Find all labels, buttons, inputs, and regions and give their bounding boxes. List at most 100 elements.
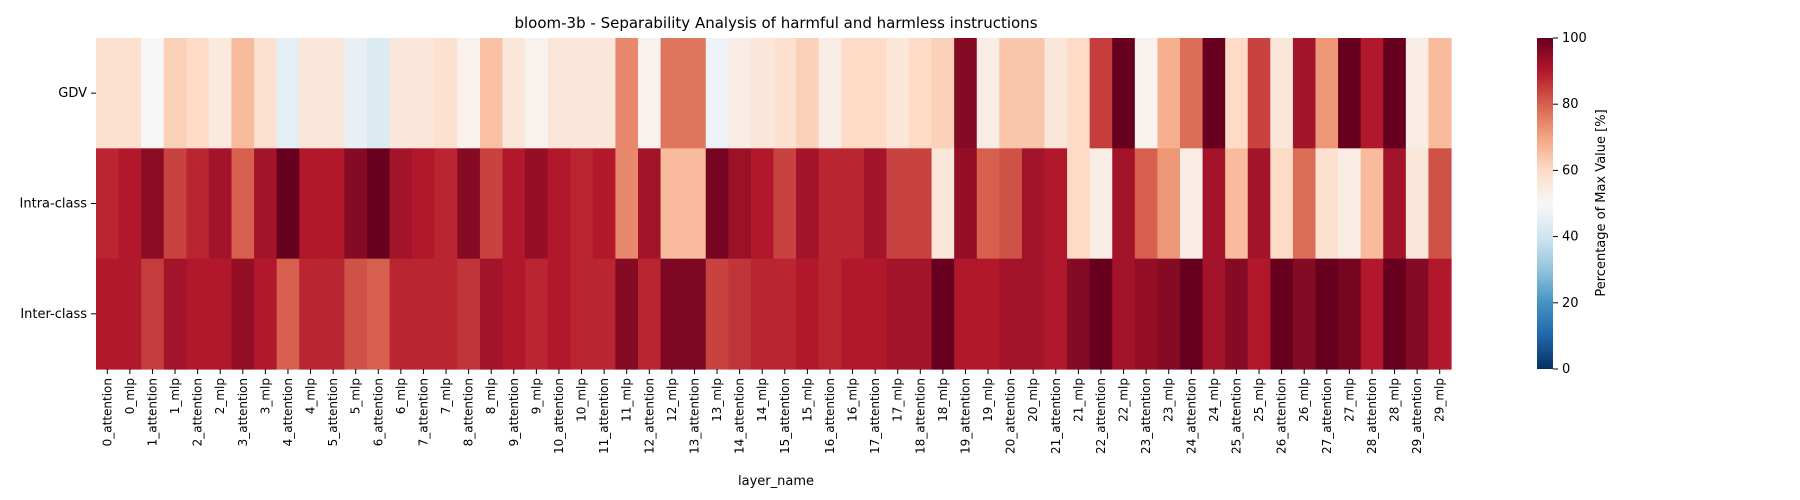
column-label: 12_attention [642,378,656,454]
colorbar-tick-label: 60 [1562,163,1579,178]
heatmap-cell [999,38,1023,149]
x-axis-label: layer_name [738,474,814,489]
heatmap-cell [525,38,549,149]
heatmap-cell [1089,148,1113,260]
heatmap-cell [208,258,233,370]
heatmap-cell [344,38,368,149]
heatmap-cell [1225,258,1249,370]
column-label: 6_mlp [394,378,408,414]
heatmap-cell [96,38,120,149]
heatmap-cell [976,38,1000,149]
heatmap-cell [1338,38,1362,149]
heatmap-cell [1315,38,1339,149]
heatmap-cell [976,148,1000,260]
column-label: 14_attention [733,378,747,454]
column-label: 19_attention [958,378,972,454]
heatmap-cell [954,148,978,260]
heatmap-cell [1270,38,1294,149]
column-label: 25_mlp [1252,378,1266,422]
heatmap-cell [434,148,458,260]
column-label: 29_attention [1410,378,1424,454]
column-label: 20_mlp [1026,378,1040,422]
heatmap-cell [954,38,978,149]
column-label: 16_mlp [846,378,860,422]
heatmap-cell [547,258,571,370]
column-label: 28_attention [1365,378,1379,454]
column-label: 4_attention [281,378,295,446]
column-label: 21_mlp [1071,378,1085,422]
heatmap-cell [1180,148,1204,260]
heatmap-cell [750,38,775,149]
heatmap-cell [638,258,662,370]
heatmap-cell [118,148,142,260]
heatmap-cell [231,148,255,260]
heatmap-cell [1292,258,1317,370]
column-label: 0_attention [100,378,114,446]
column-label: 11_attention [597,378,611,454]
heatmap-cell [479,38,504,149]
heatmap-cell [1292,148,1317,260]
heatmap-cell [1247,38,1271,149]
column-label: 22_mlp [1117,378,1131,422]
heatmap-cell [208,148,233,260]
colorbar-tick-label: 40 [1562,230,1579,245]
heatmap-cell [208,38,233,149]
heatmap-cell [818,258,842,370]
heatmap-cell [1180,38,1204,149]
heatmap-cell [999,148,1023,260]
heatmap-cell [728,38,752,149]
heatmap-cell [705,38,729,149]
heatmap-cell [321,258,346,370]
heatmap-cell [1383,148,1407,260]
heatmap-cell [1112,148,1136,260]
heatmap-cell [367,148,391,260]
column-label: 0_mlp [123,378,137,414]
heatmap-cell [163,38,187,149]
heatmap-cell [321,148,346,260]
heatmap-cell [1202,258,1226,370]
heatmap-cell [1134,258,1159,370]
heatmap-cell [570,258,594,370]
column-label: 10_mlp [575,378,589,422]
column-label: 3_attention [236,378,250,446]
column-label: 17_mlp [891,378,905,422]
heatmap-cell [254,148,278,260]
column-label: 6_attention [371,378,385,446]
heatmap-cell [1112,258,1136,370]
heatmap-cell [1315,258,1339,370]
column-label: 28_mlp [1388,378,1402,422]
column-label: 20_attention [1004,378,1018,454]
heatmap-cell [1428,258,1452,370]
heatmap-cell [931,38,955,149]
heatmap-cell [276,258,300,370]
heatmap-cell [592,258,617,370]
heatmap-cell [163,258,187,370]
heatmap-cell [141,258,165,370]
row-label: Intra-class [20,197,88,212]
heatmap-cell [1202,148,1226,260]
heatmap-cell [344,258,368,370]
heatmap-cell [1067,38,1091,149]
row-label: GDV [58,86,87,101]
heatmap-cell [299,258,323,370]
column-label: 7_attention [416,378,430,446]
heatmap-cell [254,258,278,370]
column-label: 16_attention [823,378,837,454]
column-label: 29_mlp [1433,378,1447,422]
heatmap-cell [638,38,662,149]
heatmap-cell [434,258,458,370]
heatmap-cell [1157,148,1181,260]
column-label: 23_mlp [1162,378,1176,422]
heatmap-cell [299,38,323,149]
heatmap-cell [638,148,662,260]
heatmap-cell [592,148,617,260]
heatmap-cell [1405,38,1430,149]
heatmap-cell [1202,38,1226,149]
column-label: 27_attention [1320,378,1334,454]
heatmap-cell [1021,38,1046,149]
heatmap-cells [96,38,1452,370]
heatmap-cell [254,38,278,149]
heatmap-cell [502,258,526,370]
column-label: 26_attention [1275,378,1289,454]
heatmap-cell [931,258,955,370]
